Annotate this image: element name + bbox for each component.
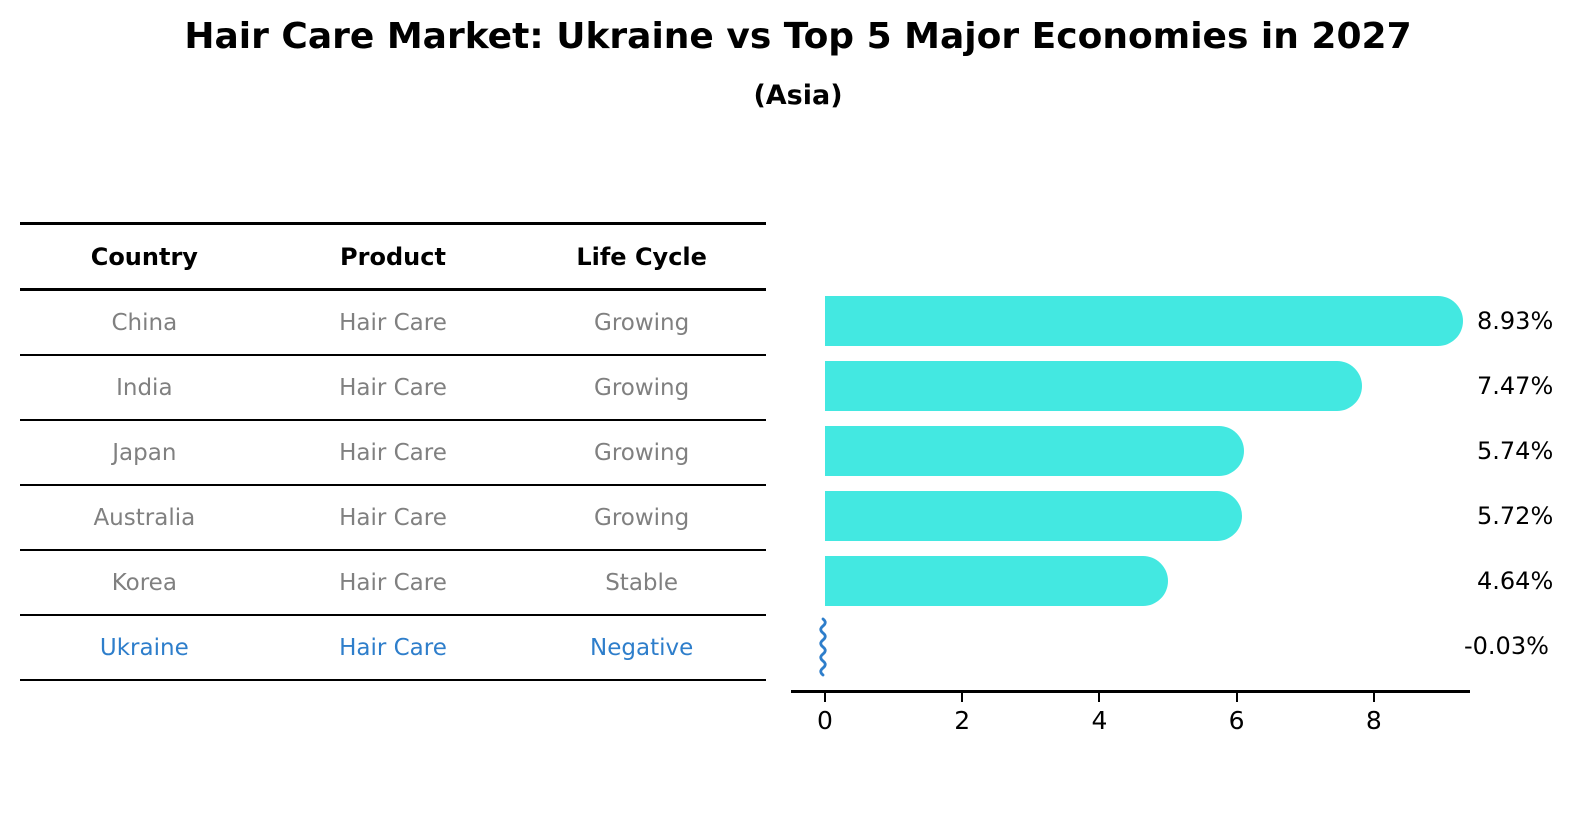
bar-australia — [825, 490, 1243, 541]
table-row: India Hair Care Growing — [20, 356, 766, 421]
x-axis-tick — [1372, 693, 1375, 702]
table-header-country: Country — [90, 242, 198, 271]
table-row: China Hair Care Growing — [20, 291, 766, 356]
table-cell-country: China — [111, 309, 178, 336]
table-cell-lifecycle: Negative — [590, 634, 694, 661]
data-table: Country Product Life Cycle China Hair Car… — [20, 222, 766, 681]
x-axis-line — [790, 690, 1470, 693]
x-axis-tick-label: 4 — [1091, 706, 1108, 735]
table-cell-product: Hair Care — [339, 569, 447, 596]
value-label-china: 8.93% — [1477, 306, 1554, 335]
value-label-korea: 4.64% — [1477, 566, 1554, 595]
table-cell-country: Australia — [93, 504, 196, 531]
bar-china — [825, 295, 1463, 346]
x-axis-tick-label: 2 — [954, 706, 971, 735]
table-cell-country: Korea — [111, 569, 177, 596]
page-title: Hair Care Market: Ukraine vs Top 5 Major… — [184, 16, 1412, 57]
table-header-lifecycle: Life Cycle — [576, 242, 707, 271]
table-header-product: Product — [340, 242, 446, 271]
value-label-ukraine: -0.03% — [1464, 631, 1549, 660]
x-axis-tick — [1235, 693, 1238, 702]
table-cell-product: Hair Care — [339, 504, 447, 531]
page-subtitle: (Asia) — [753, 80, 843, 111]
table-cell-product: Hair Care — [339, 374, 447, 401]
x-axis-tick-label: 0 — [817, 706, 833, 735]
value-label-australia: 5.72% — [1477, 501, 1554, 530]
table-cell-lifecycle: Growing — [594, 309, 690, 336]
bar-korea — [825, 555, 1169, 606]
table-cell-product: Hair Care — [339, 634, 447, 661]
table-cell-country: Ukraine — [99, 634, 189, 661]
bar-ukraine-squiggle — [819, 617, 827, 676]
table-row: Korea Hair Care Stable — [20, 551, 766, 616]
bar-india — [825, 360, 1363, 411]
x-axis-tick — [1098, 693, 1101, 702]
x-axis-tick-label: 6 — [1228, 706, 1245, 735]
table-cell-lifecycle: Growing — [594, 374, 690, 401]
value-label-india: 7.47% — [1477, 371, 1554, 400]
table-cell-lifecycle: Growing — [594, 439, 690, 466]
bar-japan — [825, 425, 1244, 476]
table-cell-product: Hair Care — [339, 439, 447, 466]
table-cell-country: Japan — [112, 439, 177, 466]
table-cell-product: Hair Care — [339, 309, 447, 336]
table-cell-lifecycle: Growing — [594, 504, 690, 531]
table-row: Japan Hair Care Growing — [20, 421, 766, 486]
table-cell-country: India — [116, 374, 173, 401]
x-axis-tick-label: 8 — [1365, 706, 1382, 735]
table-row: Ukraine Hair Care Negative — [20, 616, 766, 681]
value-label-japan: 5.74% — [1477, 436, 1554, 465]
table-body: China Hair Care Growing India Hair Care Growi… — [20, 291, 766, 681]
table-row: Australia Hair Care Growing — [20, 486, 766, 551]
table-header-row: Country Product Life Cycle — [20, 225, 766, 291]
x-axis-tick — [824, 693, 826, 702]
table-cell-lifecycle: Stable — [605, 569, 679, 596]
x-axis-tick — [961, 693, 964, 702]
